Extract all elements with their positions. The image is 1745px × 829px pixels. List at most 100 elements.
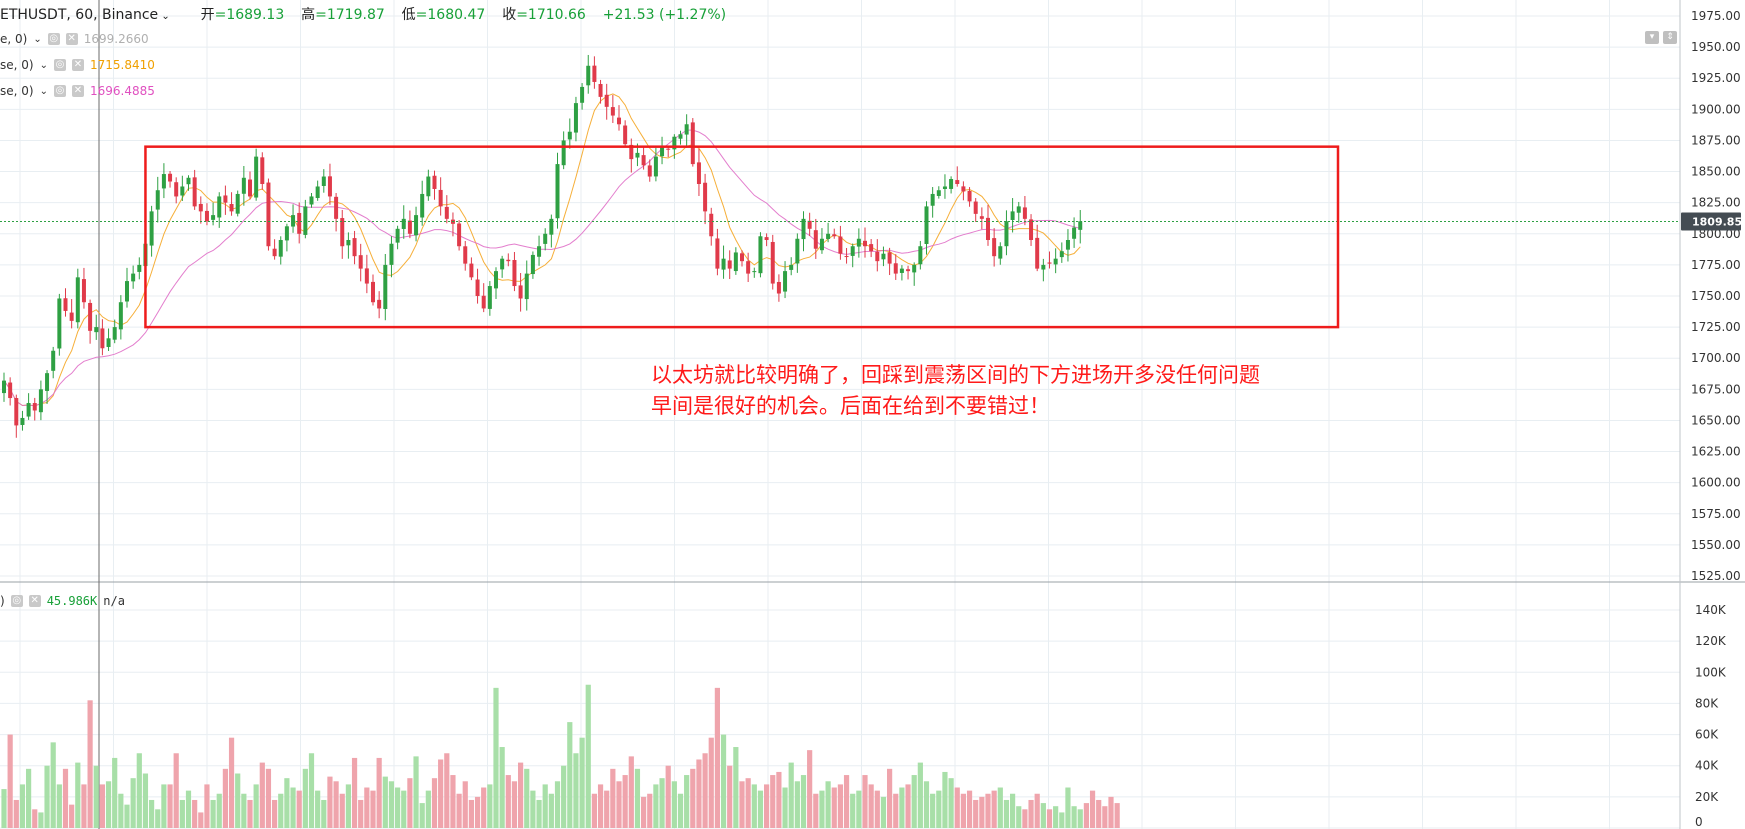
- candle-body: [678, 134, 683, 139]
- volume-bar: [757, 790, 764, 828]
- volume-bar: [548, 793, 554, 828]
- volume-bar: [893, 793, 899, 828]
- candle-body: [826, 233, 831, 239]
- candle-body: [112, 327, 117, 340]
- candle-body: [444, 206, 449, 219]
- price-tick-label: 1700.00: [1691, 351, 1741, 365]
- volume-bar: [333, 781, 339, 828]
- candle-body: [660, 146, 665, 157]
- candle-body: [303, 206, 308, 235]
- annotation-line-1: 以太坊就比较明确了，回踩到震荡区间的下方进场开多没任何问题: [651, 363, 1260, 387]
- close-icon[interactable]: ✕: [28, 595, 41, 607]
- symbol-label[interactable]: ETHUSDT, 60, Binance: [0, 7, 159, 23]
- chevron-down-icon[interactable]: ⌄: [158, 11, 170, 22]
- candle-body: [586, 65, 591, 86]
- volume-bar: [413, 756, 419, 828]
- volume-bar: [38, 812, 44, 828]
- close-icon[interactable]: ✕: [71, 85, 84, 97]
- volume-bar: [770, 775, 776, 828]
- price-axis[interactable]: 1975.00 1950.00 1925.00 1900.00 1875.00 1850.…: [1681, 9, 1742, 829]
- candle-body: [1065, 240, 1070, 250]
- chevron-down-icon[interactable]: ⌄: [33, 33, 42, 45]
- candle-body: [1078, 221, 1083, 230]
- settings-icon[interactable]: ◎: [53, 59, 66, 71]
- volume-bar: [653, 784, 659, 828]
- price-tag-label: 1809.85: [1692, 216, 1742, 229]
- volume-bar: [930, 793, 936, 828]
- candle-body: [1035, 237, 1040, 269]
- close-icon[interactable]: ✕: [71, 59, 84, 71]
- close-icon[interactable]: ✕: [65, 33, 78, 45]
- volume-bar: [794, 781, 800, 828]
- volume-bar: [973, 799, 979, 828]
- volume-bar: [690, 768, 696, 828]
- candle-body: [161, 174, 166, 189]
- volume-bar: [659, 778, 665, 828]
- volume-bar: [714, 687, 720, 828]
- volume-bar: [610, 768, 616, 828]
- candle-body: [992, 238, 997, 257]
- candle-body: [38, 389, 43, 413]
- volume-bar: [561, 765, 567, 828]
- candle-body: [57, 298, 62, 349]
- candle-body: [1047, 262, 1052, 264]
- volume-bar: [647, 793, 653, 828]
- volume-bar: [499, 747, 505, 828]
- settings-icon[interactable]: ◎: [10, 595, 23, 607]
- candle-body: [647, 165, 652, 177]
- maximize-icon[interactable]: ⇕: [1663, 31, 1677, 44]
- volume-bar: [868, 784, 874, 828]
- volume-bar: [265, 768, 272, 828]
- candle-body: [1072, 227, 1077, 239]
- candle-body: [389, 243, 394, 265]
- candle-body: [543, 233, 548, 244]
- chevron-down-icon[interactable]: ⌄: [39, 59, 48, 71]
- volume-bar: [727, 765, 733, 828]
- volume-bar: [948, 778, 954, 828]
- volume-bar: [75, 762, 81, 828]
- candle-body: [94, 327, 99, 333]
- settings-icon[interactable]: ◎: [47, 33, 60, 45]
- volume-bar: [1010, 793, 1016, 828]
- candle-body: [924, 206, 929, 244]
- price-tag-box: [1681, 212, 1741, 231]
- indicator-label[interactable]: se, 0): [0, 84, 34, 98]
- collapse-icon[interactable]: ▾: [1645, 31, 1659, 44]
- candle-body: [198, 203, 203, 212]
- indicator-label[interactable]: e, 0): [0, 32, 28, 46]
- price-tick-label: 1850.00: [1691, 165, 1741, 179]
- candle-body: [918, 246, 923, 265]
- volume-bar: [567, 722, 573, 828]
- volume-bar: [210, 799, 216, 828]
- volume-tick-label: 80K: [1695, 696, 1719, 710]
- volume-bar: [1077, 809, 1083, 828]
- candle-body: [598, 84, 603, 97]
- close-label: 收: [502, 7, 517, 23]
- volume-bar: [1016, 806, 1022, 828]
- volume-bar: [118, 793, 124, 828]
- candle-body: [469, 263, 474, 278]
- volume-bar: [395, 787, 401, 828]
- ma-slow-line: [3, 129, 1081, 407]
- volume-bar: [1053, 806, 1059, 828]
- candle-body: [838, 236, 843, 254]
- volume-bar: [247, 799, 253, 828]
- price-tick-label: 1775.00: [1691, 258, 1741, 272]
- chart-overlay: [0, 145, 1680, 329]
- volume-bar: [185, 790, 192, 828]
- volume-bar: [296, 790, 302, 828]
- indicator-value: 1696.4885: [89, 84, 155, 98]
- candle-body: [979, 216, 984, 219]
- candle-body: [703, 182, 708, 212]
- chevron-down-icon[interactable]: ⌄: [39, 85, 48, 97]
- high-value: =1719.87: [315, 7, 385, 23]
- candle-body: [432, 175, 437, 189]
- volume-bar: [1102, 806, 1108, 828]
- indicator-label[interactable]: se, 0): [0, 58, 34, 72]
- price-tick-label: 1900.00: [1691, 102, 1741, 116]
- candle-body: [346, 240, 351, 246]
- volume-indicator-label[interactable]: ): [0, 594, 5, 608]
- volume-bar: [351, 757, 358, 828]
- settings-icon[interactable]: ◎: [53, 85, 66, 97]
